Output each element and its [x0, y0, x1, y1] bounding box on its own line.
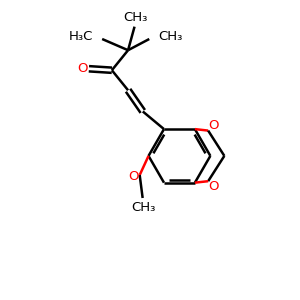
Text: CH₃: CH₃ — [123, 11, 147, 24]
Text: O: O — [208, 119, 219, 132]
Text: O: O — [77, 62, 88, 75]
Text: CH₃: CH₃ — [131, 201, 155, 214]
Text: O: O — [128, 170, 139, 183]
Text: CH₃: CH₃ — [158, 30, 182, 43]
Text: H₃C: H₃C — [69, 30, 93, 43]
Text: O: O — [208, 180, 219, 193]
